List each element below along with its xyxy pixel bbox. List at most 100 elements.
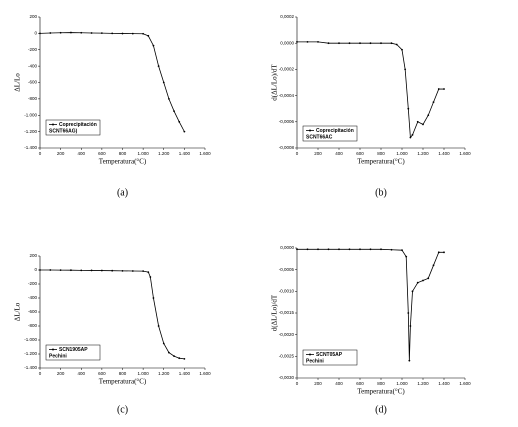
data-point [80,269,83,272]
x-axis-label: Temperatura(°C) [357,388,405,396]
data-line [39,32,185,132]
y-tick-label: -0,0020 [279,332,295,337]
y-axis-label: ΔL/Lo [14,73,22,92]
data-point [327,248,330,251]
data-point [90,32,93,34]
data-point [70,31,72,34]
x-tick-label: 1.200 [158,371,170,376]
data-point [411,134,414,136]
x-tick-label: 1.000 [396,151,408,156]
x-tick-label: 400 [335,151,343,156]
x-tick-label: 800 [377,151,385,156]
legend-label: SCNT05AP [316,352,343,358]
data-point [411,290,414,293]
y-tick-label: -1.400 [24,145,37,150]
data-point [111,32,114,35]
data-point [162,342,165,345]
data-point [409,136,412,139]
data-point [338,248,340,251]
x-tick-label: 1.400 [179,151,191,156]
data-point [173,110,175,113]
caption: (b) [375,187,387,198]
data-point [443,88,445,90]
y-tick-label: -1.400 [24,365,37,370]
data-point [173,355,175,357]
data-point [100,269,103,272]
y-tick-label: 0,0000 [280,245,294,250]
x-tick-label: 600 [98,151,106,156]
x-tick-label: 1.600 [199,151,211,156]
data-point [390,248,393,251]
data-point [338,42,340,45]
data-point [131,270,134,272]
x-tick-label: 200 [314,381,322,386]
data-point [380,248,382,251]
x-tick-label: 800 [119,151,127,156]
legend-box [45,119,101,136]
data-point [59,269,62,272]
data-point [407,312,410,314]
data-point [152,44,155,47]
data-point [437,251,440,254]
legend-label: Coprecipitación [59,122,97,128]
x-tick-label: 200 [57,371,65,376]
x-axis-label: Temperatura(°C) [357,158,405,166]
x-tick-label: 0 [296,151,299,156]
y-tick-label: -0,0002 [279,67,295,72]
data-point [70,269,72,272]
caption: (a) [117,187,128,198]
data-point [49,32,52,34]
data-point [401,48,403,51]
legend-note: SCNT66AC [306,134,333,140]
y-tick-label: -1.200 [24,351,37,356]
y-tick-label: -200 [28,47,38,52]
data-point [80,31,83,34]
data-point [348,42,351,45]
x-tick-label: 600 [356,151,364,156]
data-point [100,32,103,35]
data-point [121,269,124,272]
y-tick-label: -800 [28,323,38,328]
data-point [317,248,319,251]
x-tick-label: 400 [77,151,85,156]
data-point [142,32,145,35]
data-point [348,248,351,251]
data-point [422,279,424,282]
y-tick-label: -0,0004 [279,93,295,98]
legend-box [45,344,101,361]
x-tick-label: 0 [39,151,42,156]
x-tick-label: 400 [335,381,343,386]
data-point [359,248,361,251]
x-tick-label: 800 [377,381,385,386]
data-point [49,269,52,271]
legend-box [302,349,358,366]
legend-label: Coprecipitación [316,128,354,134]
data-point [395,43,398,46]
x-tick-label: 0 [39,371,42,376]
y-tick-label: -1.200 [24,129,37,134]
data-point [183,130,186,133]
data-point [168,351,170,354]
x-axis-label: Temperatura(°C) [99,158,147,166]
x-tick-label: 1.400 [438,381,450,386]
x-tick-label: 600 [356,381,364,386]
y-tick-label: -400 [28,63,38,68]
y-tick-label: -1.000 [24,337,37,342]
y-tick-label: -0,0010 [279,289,295,294]
x-tick-label: 1.000 [137,371,149,376]
data-point [432,264,435,267]
y-tick-label: -400 [28,295,38,300]
data-point [422,123,424,126]
data-point [408,359,411,362]
y-tick-label: -600 [28,80,38,85]
y-tick-label: -0,0005 [279,267,295,272]
caption: (d) [375,404,387,415]
data-line [297,41,444,139]
data-point [369,42,372,45]
x-tick-label: 1.400 [438,151,450,156]
y-tick-label: -800 [28,96,38,101]
data-point [416,120,419,123]
x-tick-label: 200 [57,151,65,156]
data-point [59,31,62,34]
